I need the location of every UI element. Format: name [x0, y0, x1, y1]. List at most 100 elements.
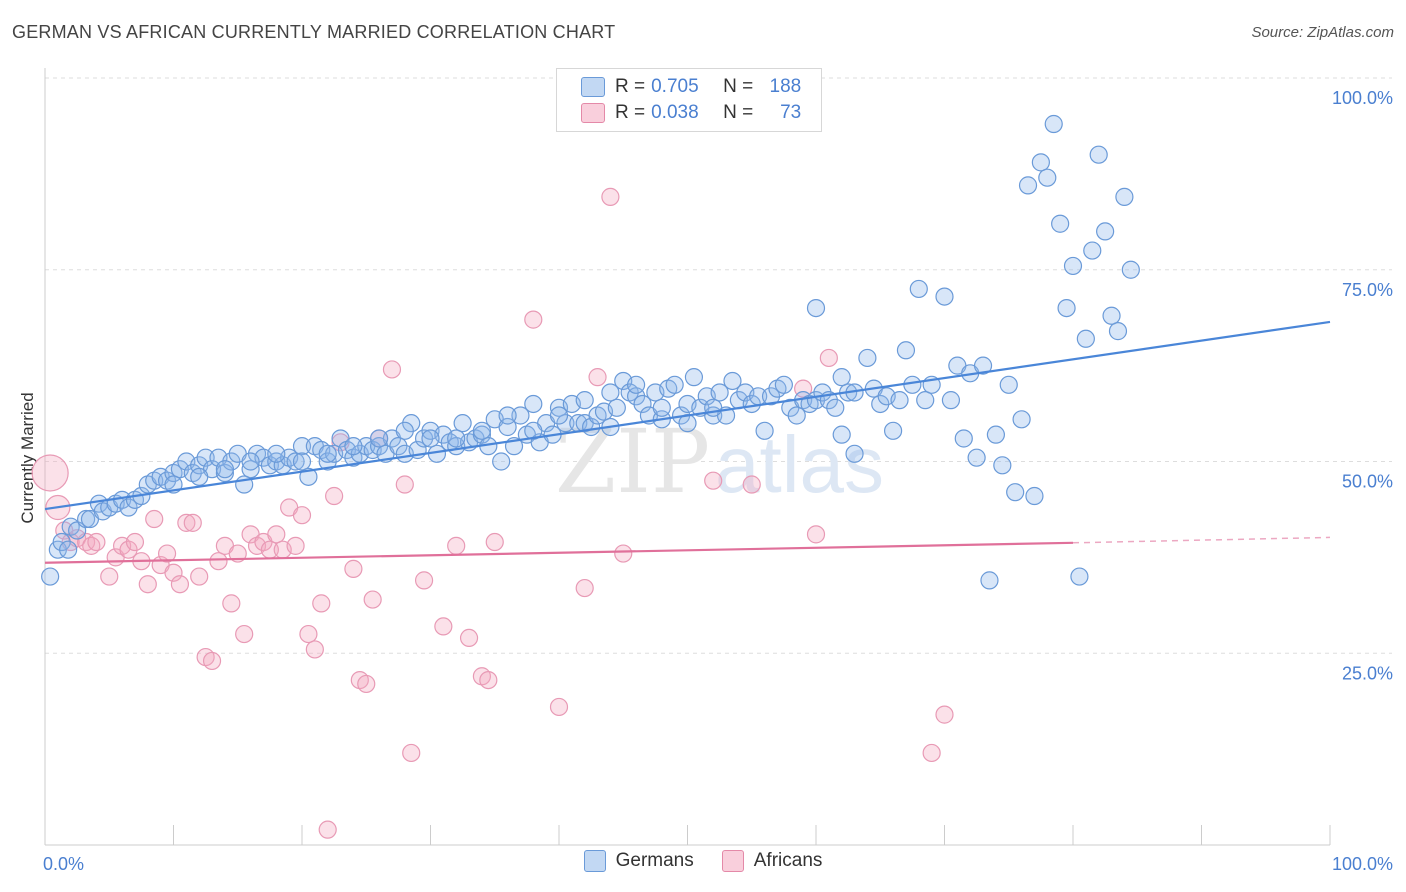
- africans-point: [235, 624, 254, 644]
- legend-item-africans[interactable]: Africans: [721, 850, 823, 872]
- trend-lines: [44, 320, 1331, 564]
- germans-point: [1006, 483, 1025, 502]
- germans-point: [498, 406, 517, 425]
- germans-point: [858, 348, 877, 368]
- germans-point: [1102, 306, 1121, 325]
- africans-point: [145, 509, 164, 529]
- legend-item-germans[interactable]: Germans: [583, 850, 694, 872]
- germans-point: [344, 437, 363, 456]
- africans-point: [286, 536, 305, 555]
- germans-point: [993, 456, 1012, 475]
- source-label: Source: ZipAtlas.com: [1251, 24, 1394, 41]
- legend-n-label: N =: [723, 76, 754, 97]
- africans-point: [524, 310, 543, 329]
- germans-point: [1044, 114, 1063, 134]
- germans-point: [472, 425, 491, 444]
- germans-point: [954, 429, 973, 448]
- germans-points: [41, 114, 1140, 590]
- africans-point: [414, 571, 434, 590]
- africans-point: [267, 525, 286, 544]
- germans-point: [395, 421, 414, 440]
- germans-point: [492, 452, 511, 471]
- germans-point: [916, 391, 935, 410]
- legend-n-value: 188: [769, 76, 802, 97]
- germans-point: [511, 406, 530, 425]
- germans-point: [215, 463, 234, 483]
- africans-point: [209, 552, 228, 571]
- germans-point: [1038, 168, 1057, 187]
- germans-label: Germans: [615, 850, 694, 871]
- africans-point: [588, 368, 607, 387]
- germans-trend-line: [44, 320, 1331, 511]
- legend-r-value: 0.038: [651, 102, 699, 123]
- germans-point: [1018, 176, 1038, 195]
- germans-point: [1076, 329, 1095, 348]
- germans-point: [903, 375, 922, 394]
- germans-point: [292, 452, 312, 471]
- africans-point: [357, 674, 376, 694]
- germans-point: [292, 437, 312, 456]
- africans-point: [935, 705, 954, 724]
- germans-point: [710, 383, 729, 402]
- africans-point: [305, 640, 324, 659]
- germans-point: [980, 571, 999, 590]
- germans-point: [1096, 222, 1115, 241]
- africans-point: [312, 594, 331, 613]
- germans-point: [935, 287, 954, 306]
- germans-swatch: [583, 850, 606, 872]
- germans-point: [241, 452, 260, 471]
- legend-r-label: R =: [615, 102, 646, 123]
- y-tick-label: 100.0%: [1332, 88, 1393, 108]
- germans-point: [1108, 322, 1128, 341]
- germans-point: [626, 375, 646, 394]
- germans-point: [1063, 256, 1083, 276]
- germans-point: [299, 467, 318, 486]
- germans-point: [241, 460, 260, 479]
- africans-point: [363, 590, 382, 609]
- africans-point: [125, 532, 145, 552]
- africans-points: [31, 187, 954, 839]
- germans-point: [196, 448, 215, 467]
- germans-point: [704, 398, 723, 417]
- germans-point: [652, 398, 671, 417]
- tick-labels: 100.0% 75.0% 50.0% 25.0% 0.0% 100.0%: [43, 88, 1393, 874]
- africans-point: [575, 578, 594, 598]
- africans-trend-extension: [1072, 536, 1331, 544]
- africans-point: [157, 544, 177, 563]
- germans-point: [896, 341, 916, 360]
- germans-point: [986, 425, 1006, 444]
- germans-point: [1031, 153, 1050, 172]
- germans-point: [909, 279, 928, 299]
- germans-point: [524, 421, 543, 440]
- germans-point: [787, 406, 806, 425]
- africans-point: [177, 513, 196, 532]
- africans-label: Africans: [753, 850, 823, 871]
- germans-point: [524, 394, 543, 414]
- germans-point: [826, 398, 845, 417]
- africans-point: [742, 475, 761, 494]
- africans-point: [479, 670, 498, 690]
- africans-point: [434, 617, 453, 636]
- germans-point: [447, 429, 466, 448]
- watermark-zip: ZIP: [555, 410, 710, 513]
- germans-point: [601, 383, 620, 402]
- germans-point: [1083, 241, 1102, 260]
- germans-point: [607, 398, 626, 417]
- germans-point: [1057, 299, 1076, 318]
- africans-point: [806, 525, 826, 544]
- germans-point: [806, 299, 826, 318]
- africans-point: [87, 532, 106, 552]
- germans-point: [774, 375, 793, 394]
- africans-point: [292, 506, 312, 525]
- legend-swatch-africans: [581, 103, 605, 123]
- germans-point: [421, 429, 440, 448]
- germans-point: [883, 421, 903, 440]
- legend-n-value: 73: [780, 102, 802, 123]
- legend-r-label: R =: [615, 76, 646, 97]
- germans-point: [575, 391, 594, 410]
- germans-point: [967, 448, 986, 467]
- legend-row-africans: R = 0.038 N = 73: [581, 100, 801, 126]
- grid-lines: [45, 77, 1392, 654]
- africans-point: [614, 544, 633, 563]
- africans-point: [402, 743, 421, 763]
